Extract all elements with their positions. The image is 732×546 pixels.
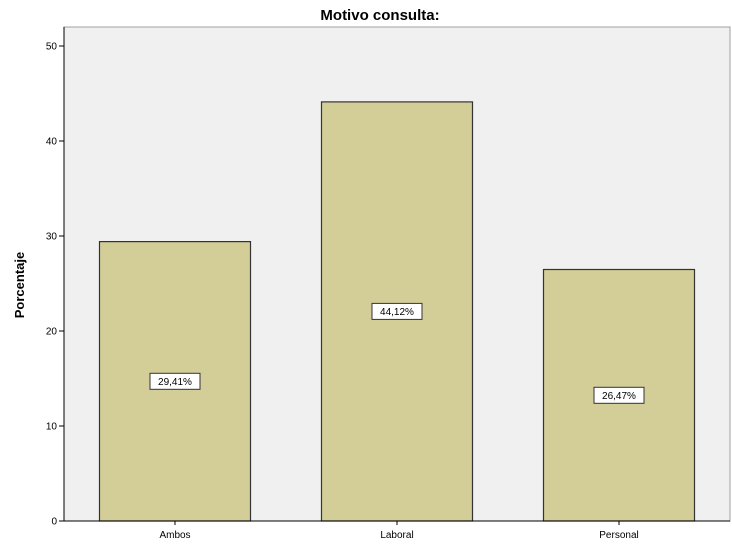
data-label-personal: 26,47%	[602, 391, 636, 402]
data-label-laboral: 44,12%	[380, 307, 414, 318]
y-tick-label-0: 0	[51, 517, 57, 528]
labels-layer: 29,41% 44,12% 26,47%	[149, 302, 645, 404]
x-tick-label-ambos: Ambos	[159, 530, 190, 541]
axes-layer: Ambos Laboral Personal 0 10 20 30 40 50	[46, 27, 730, 541]
y-tick-label-20: 20	[46, 327, 58, 338]
data-label-box-ambos	[149, 372, 201, 390]
y-tick-label-50: 50	[46, 42, 58, 53]
x-tick-label-laboral: Laboral	[380, 530, 413, 541]
data-label-box-personal	[593, 386, 645, 404]
x-tick-label-personal: Personal	[599, 530, 638, 541]
data-label-box-laboral	[371, 302, 423, 320]
y-tick-label-40: 40	[46, 137, 58, 148]
y-tick-label-30: 30	[46, 232, 58, 243]
y-axis-label: Porcentaje	[12, 252, 27, 318]
data-label-ambos: 29,41%	[158, 377, 192, 388]
chart-title: Motivo consulta:	[320, 7, 439, 24]
y-tick-label-10: 10	[46, 422, 58, 433]
